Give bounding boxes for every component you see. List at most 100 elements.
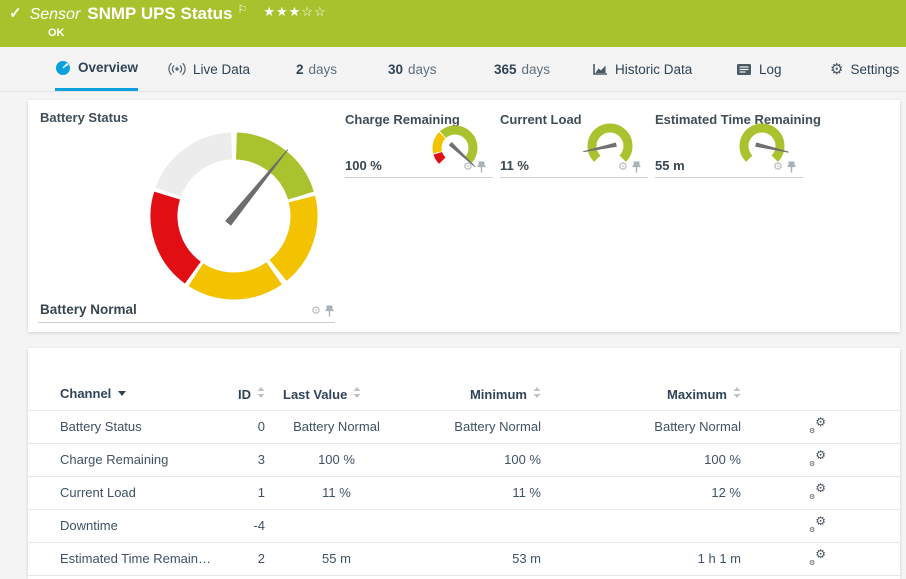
battery-status-gauge bbox=[147, 129, 321, 308]
priority-stars[interactable]: ★★★☆☆ bbox=[263, 4, 327, 19]
sort-icon bbox=[733, 386, 741, 401]
tab-2-days[interactable]: 2 days bbox=[296, 47, 337, 91]
table-row[interactable]: Downtime -4 ⚙ ⚙ bbox=[28, 509, 900, 543]
live-data-icon bbox=[168, 62, 186, 76]
pin-icon[interactable] bbox=[632, 161, 641, 173]
tab-365-days-label: days bbox=[521, 61, 551, 77]
gear-icon[interactable]: ⚙ bbox=[618, 161, 628, 173]
sensor-header: ✓ Sensor SNMP UPS Status ⚐ ★★★☆☆ OK bbox=[0, 0, 906, 47]
cell-channel: Downtime bbox=[28, 509, 213, 543]
column-header-maximum-label: Maximum bbox=[667, 386, 727, 402]
historic-chart-icon bbox=[592, 62, 608, 77]
cell-id: 3 bbox=[213, 443, 265, 477]
tab-settings[interactable]: ⚙ Settings bbox=[830, 47, 899, 91]
channel-table: Channel ID Last Value Minimum Maximum Ba… bbox=[28, 378, 900, 576]
cell-minimum: 53 m bbox=[408, 542, 541, 576]
cell-channel: Estimated Time Remain… bbox=[28, 542, 213, 576]
cell-last-value: 55 m bbox=[265, 542, 408, 576]
channel-settings-icon[interactable]: ⚙ ⚙ bbox=[809, 513, 826, 534]
table-row[interactable]: Current Load 1 11 % 11 % 12 % ⚙ ⚙ bbox=[28, 476, 900, 510]
cell-minimum: 100 % bbox=[408, 443, 541, 477]
gear-icon[interactable]: ⚙ bbox=[773, 161, 783, 173]
tab-historic-data-label: Historic Data bbox=[615, 61, 693, 77]
charge-remaining-gauge bbox=[423, 116, 487, 185]
current-load-title: Current Load bbox=[500, 112, 582, 127]
column-header-last-value[interactable]: Last Value bbox=[265, 378, 408, 411]
sort-icon bbox=[353, 386, 361, 401]
tab-30-days-number: 30 bbox=[388, 61, 404, 77]
gauge-icon bbox=[55, 60, 71, 76]
tab-live-data[interactable]: Live Data bbox=[168, 47, 250, 91]
pin-icon[interactable] bbox=[477, 161, 486, 173]
channel-settings-icon[interactable]: ⚙ ⚙ bbox=[809, 546, 826, 567]
gear-icon[interactable]: ⚙ bbox=[463, 161, 473, 173]
channel-settings-icon[interactable]: ⚙ ⚙ bbox=[809, 414, 826, 435]
pin-icon[interactable] bbox=[787, 161, 796, 173]
sort-desc-icon bbox=[118, 391, 127, 397]
column-header-minimum[interactable]: Minimum bbox=[408, 378, 541, 411]
estimated-time-gauge bbox=[730, 114, 794, 183]
column-header-maximum[interactable]: Maximum bbox=[541, 378, 741, 411]
cell-maximum: 1 h 1 m bbox=[541, 542, 741, 576]
cell-last-value: 100 % bbox=[265, 443, 408, 477]
tab-bar: Overview Live Data 2 days 30 days 365 da… bbox=[0, 47, 906, 92]
channel-settings-icon[interactable]: ⚙ ⚙ bbox=[809, 480, 826, 501]
favorite-flag-icon[interactable]: ⚐ bbox=[237, 4, 248, 16]
column-header-last-value-label: Last Value bbox=[283, 386, 348, 402]
cell-maximum: 12 % bbox=[541, 476, 741, 510]
cell-last-value: Battery Normal bbox=[265, 410, 408, 444]
sensor-kind-label: Sensor bbox=[29, 6, 81, 23]
table-row[interactable]: Charge Remaining 3 100 % 100 % 100 % ⚙ ⚙ bbox=[28, 443, 900, 477]
gauges-panel: Battery Status Battery Normal ⚙ Charge R… bbox=[28, 100, 900, 332]
tab-settings-label: Settings bbox=[850, 61, 900, 77]
tab-2-days-label: days bbox=[308, 61, 338, 77]
cell-last-value bbox=[265, 509, 408, 543]
tab-30-days[interactable]: 30 days bbox=[388, 47, 437, 91]
tab-30-days-label: days bbox=[408, 61, 437, 77]
tab-historic-data[interactable]: Historic Data bbox=[592, 47, 692, 91]
table-row[interactable]: Battery Status 0 Battery Normal Battery Nor… bbox=[28, 410, 900, 444]
column-header-id[interactable]: ID bbox=[213, 378, 265, 411]
channels-panel: Channel ID Last Value Minimum Maximum Ba… bbox=[28, 348, 900, 579]
sensor-status-text: OK bbox=[48, 27, 65, 39]
tab-365-days-number: 365 bbox=[494, 61, 517, 77]
column-header-channel-label: Channel bbox=[60, 386, 112, 402]
cell-minimum: 11 % bbox=[408, 476, 541, 510]
gear-icon[interactable]: ⚙ bbox=[311, 305, 321, 317]
tab-log[interactable]: Log bbox=[736, 47, 782, 91]
channel-settings-icon[interactable]: ⚙ ⚙ bbox=[809, 447, 826, 468]
sort-icon bbox=[257, 386, 265, 401]
cell-id: -4 bbox=[213, 509, 265, 543]
cell-last-value: 11 % bbox=[265, 476, 408, 510]
tab-log-label: Log bbox=[759, 61, 782, 77]
sort-icon bbox=[533, 386, 541, 401]
sensor-title: SNMP UPS Status bbox=[87, 4, 233, 23]
cell-minimum: Battery Normal bbox=[408, 410, 541, 444]
battery-status-value: Battery Normal bbox=[40, 302, 137, 317]
estimated-time-title: Estimated Time Remaining bbox=[655, 112, 821, 127]
tab-live-data-label: Live Data bbox=[193, 61, 251, 77]
tab-2-days-number: 2 bbox=[296, 61, 304, 77]
current-load-gauge bbox=[578, 114, 642, 183]
cell-channel: Current Load bbox=[28, 476, 213, 510]
cell-maximum bbox=[541, 509, 741, 543]
tab-overview[interactable]: Overview bbox=[55, 47, 139, 91]
column-header-id-label: ID bbox=[238, 386, 251, 402]
column-header-minimum-label: Minimum bbox=[469, 386, 527, 402]
log-icon bbox=[736, 63, 752, 76]
pin-icon[interactable] bbox=[325, 305, 334, 317]
tab-365-days[interactable]: 365 days bbox=[494, 47, 550, 91]
column-header-channel[interactable]: Channel bbox=[28, 378, 213, 411]
status-ok-check-icon: ✓ bbox=[9, 5, 22, 22]
channel-table-body: Battery Status 0 Battery Normal Battery Nor… bbox=[28, 410, 900, 576]
cell-id: 0 bbox=[213, 410, 265, 444]
battery-status-title: Battery Status bbox=[40, 110, 129, 125]
charge-remaining-value: 100 % bbox=[345, 158, 382, 173]
cell-channel: Charge Remaining bbox=[28, 443, 213, 477]
estimated-time-value: 55 m bbox=[655, 158, 685, 173]
tab-overview-label: Overview bbox=[78, 60, 139, 75]
charge-remaining-title: Charge Remaining bbox=[345, 112, 460, 127]
cell-channel: Battery Status bbox=[28, 410, 213, 444]
cell-id: 1 bbox=[213, 476, 265, 510]
